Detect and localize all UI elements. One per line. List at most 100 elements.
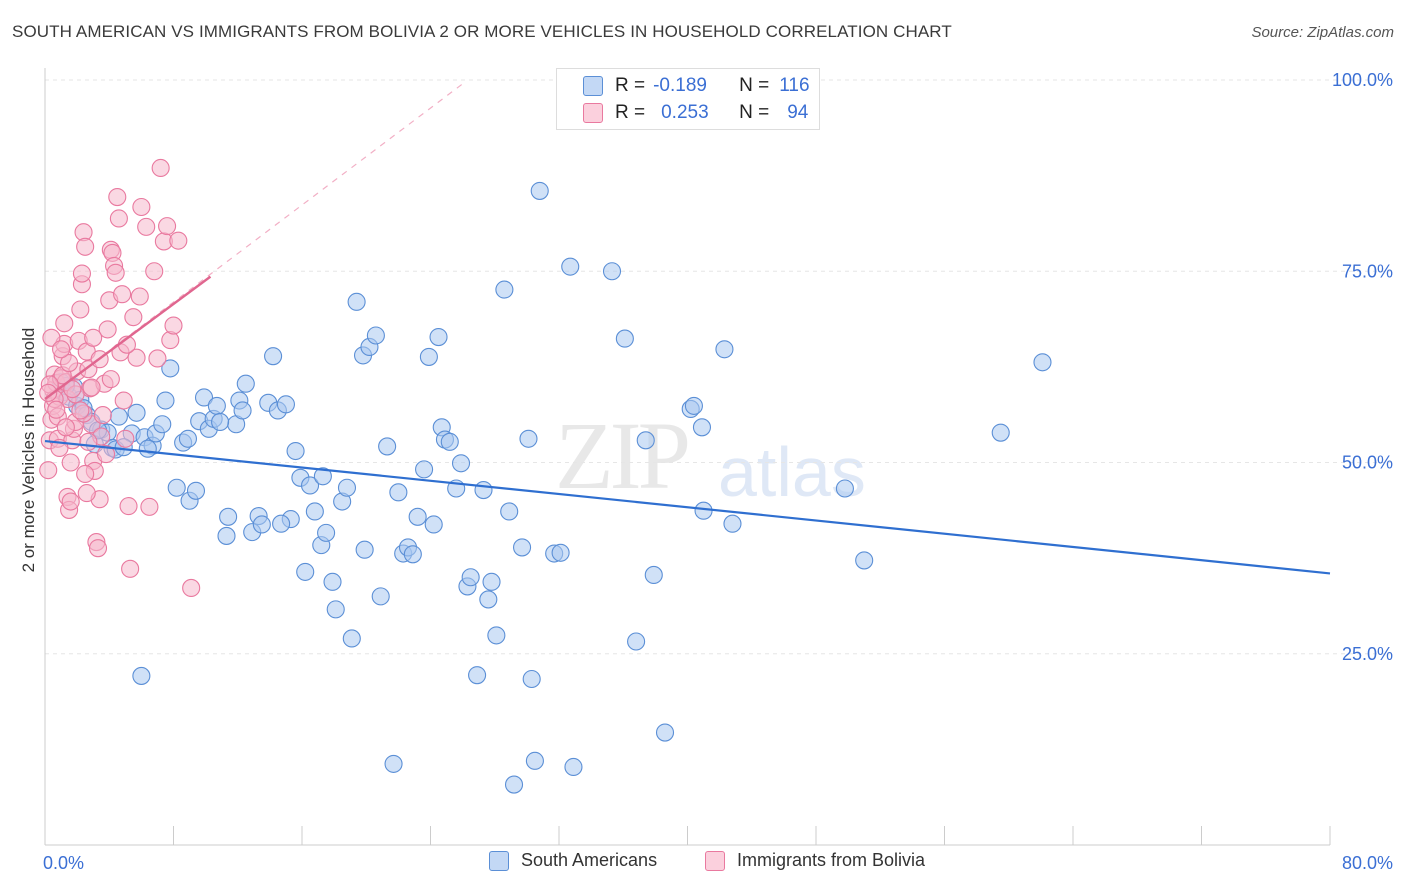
point-south-american bbox=[429, 327, 448, 347]
point-south-american bbox=[424, 515, 443, 534]
n-value: 94 bbox=[787, 102, 809, 123]
point-bolivia bbox=[148, 349, 167, 368]
y-axis-label: 2 or more Vehicles in Household bbox=[19, 327, 38, 573]
point-south-american bbox=[317, 523, 336, 542]
point-south-american bbox=[419, 347, 438, 366]
blue-swatch bbox=[583, 76, 603, 96]
point-south-american bbox=[138, 439, 157, 458]
point-south-american bbox=[551, 543, 570, 562]
point-south-american bbox=[468, 666, 487, 685]
point-south-american bbox=[408, 507, 427, 526]
point-south-american bbox=[211, 412, 230, 432]
n-value: 116 bbox=[779, 75, 810, 96]
point-bolivia bbox=[55, 314, 74, 333]
point-bolivia bbox=[39, 461, 58, 480]
n-label: N = bbox=[739, 102, 770, 123]
point-south-american bbox=[692, 418, 712, 437]
point-bolivia bbox=[151, 158, 170, 178]
point-south-american bbox=[342, 629, 361, 648]
point-south-american bbox=[415, 460, 434, 479]
blue-swatch bbox=[489, 850, 509, 871]
point-bolivia bbox=[113, 285, 132, 304]
point-south-american bbox=[615, 329, 634, 348]
r-value: -0.189 bbox=[653, 75, 707, 96]
point-bolivia bbox=[121, 559, 140, 578]
point-south-american bbox=[627, 632, 646, 651]
correlation-legend: R = -0.189 N = 116 R = 0.253 N = 94 bbox=[556, 68, 820, 130]
point-bolivia bbox=[39, 383, 58, 402]
point-bolivia bbox=[140, 497, 159, 516]
point-south-american bbox=[178, 429, 198, 448]
point-bolivia bbox=[145, 262, 164, 281]
point-bolivia bbox=[130, 287, 149, 306]
pink-swatch bbox=[705, 850, 725, 871]
point-south-american bbox=[482, 572, 501, 591]
point-south-american bbox=[561, 257, 580, 276]
point-bolivia bbox=[84, 328, 103, 347]
y-tick-label: 75.0% bbox=[1342, 261, 1393, 281]
y-tick-label: 25.0% bbox=[1342, 644, 1393, 664]
legend-label: South Americans bbox=[521, 850, 658, 870]
y-tick-label: 50.0% bbox=[1342, 453, 1393, 473]
point-south-american bbox=[655, 723, 675, 742]
point-bolivia bbox=[164, 316, 183, 335]
legend-item-bolivia[interactable]: Immigrants from Bolivia bbox=[705, 850, 925, 871]
point-bolivia bbox=[109, 209, 128, 228]
point-south-american bbox=[355, 540, 374, 559]
trend-line-south-americans bbox=[44, 439, 1331, 575]
point-south-american bbox=[194, 388, 214, 407]
point-south-american bbox=[326, 600, 345, 619]
point-bolivia bbox=[79, 432, 98, 451]
point-bolivia bbox=[182, 578, 201, 598]
legend-label: Immigrants from Bolivia bbox=[737, 850, 926, 870]
point-south-american bbox=[684, 396, 703, 415]
point-south-american bbox=[378, 437, 397, 456]
point-bolivia bbox=[63, 380, 82, 399]
point-south-american bbox=[296, 562, 315, 581]
point-south-american bbox=[219, 507, 238, 526]
point-bolivia bbox=[101, 370, 120, 389]
point-south-american bbox=[835, 479, 854, 498]
point-bolivia bbox=[137, 217, 156, 236]
point-south-american bbox=[564, 757, 583, 777]
point-south-american bbox=[991, 423, 1010, 442]
source-label: Source: ZipAtlas.com bbox=[1251, 24, 1394, 41]
point-south-american bbox=[109, 407, 128, 426]
point-bolivia bbox=[96, 445, 116, 464]
point-south-american bbox=[347, 292, 366, 311]
r-label: R = bbox=[615, 102, 646, 123]
point-bolivia bbox=[72, 264, 91, 283]
point-south-american bbox=[694, 501, 713, 520]
point-south-american bbox=[186, 481, 206, 500]
point-bolivia bbox=[76, 464, 95, 484]
point-south-american bbox=[207, 396, 226, 415]
point-bolivia bbox=[127, 348, 146, 367]
bottom-legend: South Americans Immigrants from Bolivia bbox=[0, 850, 1406, 878]
point-south-american bbox=[495, 280, 514, 299]
legend-item-south-americans[interactable]: South Americans bbox=[489, 850, 657, 871]
y-tick-label: 100.0% bbox=[1332, 70, 1393, 90]
point-south-american bbox=[461, 568, 480, 587]
point-bolivia bbox=[61, 492, 80, 511]
point-south-american bbox=[602, 262, 622, 281]
point-south-american bbox=[371, 587, 390, 606]
point-south-american bbox=[474, 480, 493, 500]
point-bolivia bbox=[76, 237, 95, 256]
point-south-american bbox=[264, 347, 283, 366]
point-south-american bbox=[715, 340, 734, 359]
correlation-row-bolivia: R = 0.253 N = 94 bbox=[583, 100, 808, 126]
point-bolivia bbox=[98, 320, 117, 339]
point-south-american bbox=[723, 514, 742, 533]
point-south-american bbox=[323, 572, 342, 591]
correlation-row-south-americans: R = -0.189 N = 116 bbox=[583, 73, 810, 99]
point-south-american bbox=[384, 754, 403, 773]
point-bolivia bbox=[106, 263, 125, 282]
point-south-american bbox=[276, 395, 295, 414]
point-south-american bbox=[1033, 353, 1052, 372]
point-bolivia bbox=[60, 353, 79, 373]
point-bolivia bbox=[47, 400, 66, 419]
point-south-american bbox=[487, 626, 506, 645]
point-south-american bbox=[479, 590, 498, 609]
point-south-american bbox=[132, 666, 151, 685]
